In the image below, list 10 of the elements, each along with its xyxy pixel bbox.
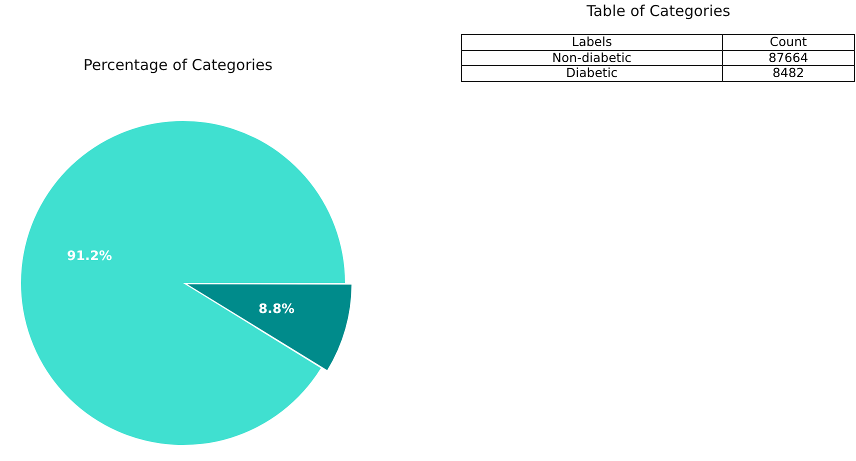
text: Count (722, 34, 854, 50)
data-label: 87664 (722, 50, 854, 66)
category-label: Diabetic (462, 65, 722, 81)
data-label: 8482 (722, 65, 854, 81)
data-label: 91.2% (66, 248, 112, 264)
chart-title: Percentage of Categories (82, 56, 274, 74)
text: Labels (462, 34, 722, 50)
category-label: Non-diabetic (462, 50, 722, 66)
data-label: 8.8% (258, 302, 295, 317)
text: Table of Categories (586, 1, 732, 22)
